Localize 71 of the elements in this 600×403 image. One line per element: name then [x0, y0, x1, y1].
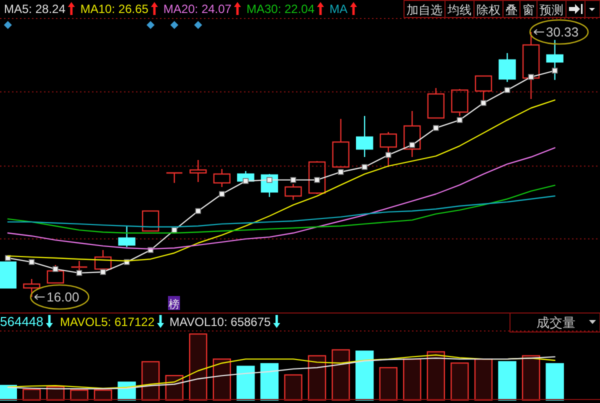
text: 成交量 — [536, 315, 576, 330]
point — [433, 125, 439, 131]
candlestick — [380, 131, 397, 168]
bar — [189, 333, 208, 401]
text: 除权 — [476, 3, 500, 17]
point — [409, 142, 416, 148]
candlestick — [118, 225, 136, 248]
point — [362, 164, 368, 170]
point — [52, 266, 58, 272]
point — [528, 74, 534, 80]
candlestick — [190, 159, 207, 183]
point — [385, 152, 392, 158]
candlestick — [404, 110, 421, 158]
point — [338, 169, 344, 175]
text: 叠 — [506, 3, 518, 17]
bar — [355, 350, 374, 401]
text: MAVOL10: 658675 — [170, 315, 272, 329]
text: MA10: 26.65 — [80, 2, 149, 16]
text: MA20: 24.07 — [163, 2, 232, 16]
bar — [546, 363, 564, 401]
candlestick — [332, 118, 350, 168]
point — [314, 177, 320, 183]
bar — [22, 388, 41, 401]
text: 榜 — [168, 298, 180, 311]
point — [266, 177, 272, 183]
bar — [498, 361, 516, 401]
candlestick — [498, 52, 516, 83]
bar — [426, 351, 446, 401]
bar — [236, 366, 255, 401]
candlestick — [166, 172, 184, 184]
point — [28, 259, 35, 265]
annotation: 30.33 — [546, 24, 579, 40]
point — [552, 68, 558, 74]
text: 均线 — [446, 3, 472, 17]
bar — [308, 355, 326, 401]
point — [4, 255, 11, 261]
text: 预测 — [540, 3, 564, 17]
bar — [284, 374, 302, 401]
candlestick — [451, 88, 468, 117]
bar — [70, 390, 88, 401]
point — [195, 208, 202, 214]
candlestick — [213, 168, 231, 188]
bar — [450, 362, 469, 401]
bar — [141, 361, 160, 401]
text: MAVOL5: 617122 — [60, 315, 155, 329]
bar — [379, 367, 398, 401]
candlestick — [356, 115, 374, 158]
point — [100, 269, 106, 275]
bar — [522, 355, 540, 401]
bar — [94, 390, 112, 401]
bar — [332, 349, 350, 401]
candlestick — [284, 183, 302, 201]
bar — [403, 358, 422, 401]
text: MA30: 22.04 — [246, 2, 315, 16]
point — [456, 117, 463, 123]
point — [480, 100, 486, 106]
candlestick — [546, 39, 564, 80]
bar — [212, 358, 232, 401]
text: 564448 — [0, 314, 44, 329]
annotation: 16.00 — [46, 290, 80, 304]
text: 加自选 — [406, 3, 442, 17]
text: MA5: 28.24 — [4, 2, 66, 16]
bar — [474, 358, 493, 401]
point — [219, 191, 225, 197]
bar — [260, 363, 279, 401]
point — [76, 270, 82, 276]
point — [504, 87, 510, 93]
text: 窗 — [522, 3, 534, 17]
point — [242, 178, 249, 184]
point — [290, 177, 296, 183]
text: MA — [330, 2, 348, 16]
